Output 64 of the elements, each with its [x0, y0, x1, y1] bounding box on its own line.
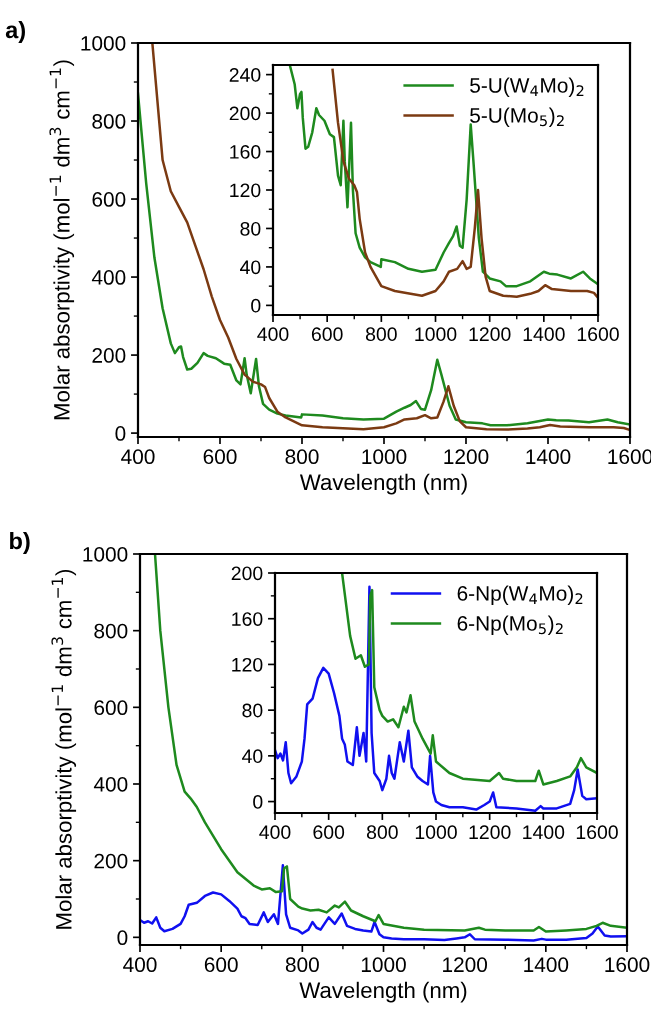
- y-tick-label: 0: [253, 795, 263, 809]
- line-series: [153, 554, 627, 933]
- x-tick-label: 1600: [577, 327, 619, 342]
- y-tick-label: 200: [229, 106, 261, 121]
- x-tick-label: 1400: [523, 327, 565, 342]
- y-tick-label: 600: [92, 192, 126, 207]
- legend-label: 5-U(Mo$_{5}$)$_{2}$: [470, 107, 564, 127]
- x-tick-label: 600: [203, 449, 237, 465]
- y-tick-label: 0: [251, 298, 261, 313]
- y-tick-label: 40: [240, 260, 261, 275]
- y-axis-title: Molar absorptivity (mol$^{−1}$ dm$^{3}$ cm$^{−1}$): [51, 569, 77, 929]
- y-tick-label: 80: [242, 703, 263, 718]
- x-tick-label: 1400: [524, 957, 569, 973]
- x-tick-label: 1200: [469, 825, 511, 840]
- x-tick-label: 1000: [415, 327, 457, 342]
- x-tick-label: 800: [285, 957, 319, 973]
- y-tick-label: 1000: [83, 547, 128, 562]
- line-series: [288, 65, 598, 288]
- y-tick-label: 600: [94, 700, 128, 716]
- legend-label: 5-U(W$_{4}$Mo)$_{2}$: [470, 77, 584, 97]
- x-tick-label: 1400: [526, 449, 571, 465]
- y-tick-label: 400: [93, 777, 128, 792]
- y-tick-label: 400: [91, 270, 126, 285]
- x-tick-label: 1600: [576, 825, 618, 840]
- y-axis-title: Molar absorptivity (mol$^{−1}$ dm$^{3}$ cm$^{−1}$): [49, 60, 75, 420]
- y-tick-label: 1000: [81, 36, 126, 51]
- x-tick-label: 800: [285, 449, 319, 465]
- x-tick-label: 800: [366, 825, 398, 840]
- x-axis-title: Wavelength (nm): [299, 981, 467, 1003]
- y-tick-label: 40: [242, 749, 263, 764]
- y-tick-label: 80: [240, 221, 261, 236]
- line-series: [340, 573, 597, 786]
- x-tick-label: 1000: [415, 825, 457, 840]
- y-tick-label: 120: [232, 657, 263, 672]
- y-tick-label: 200: [231, 566, 263, 581]
- x-tick-label: 1000: [361, 957, 406, 973]
- line-series: [140, 864, 627, 942]
- x-tick-label: 1200: [469, 327, 511, 342]
- y-tick-label: 800: [94, 623, 128, 639]
- line-series: [151, 43, 630, 432]
- legend-label: 6-Np(Mo$_{5}$)$_{2}$: [457, 615, 563, 635]
- legend-label: 6-Np(W$_{4}$Mo)$_{2}$: [457, 585, 583, 605]
- chart-title: b): [10, 531, 30, 554]
- x-tick-label: 1600: [605, 957, 650, 973]
- y-tick-label: 200: [94, 853, 128, 869]
- x-tick-label: 1400: [523, 825, 565, 840]
- y-tick-label: 160: [232, 612, 263, 626]
- y-tick-label: 0: [115, 426, 126, 441]
- y-tick-label: 0: [117, 930, 128, 946]
- x-tick-label: 1200: [443, 957, 488, 973]
- x-tick-label: 800: [365, 327, 397, 342]
- x-axis-title: Wavelength (nm): [299, 473, 467, 495]
- chart-title: a): [5, 20, 25, 43]
- y-tick-label: 800: [92, 114, 126, 129]
- x-tick-label: 1000: [362, 449, 407, 465]
- x-tick-label: 600: [204, 957, 238, 973]
- x-tick-label: 1200: [444, 449, 489, 465]
- y-tick-label: 240: [229, 68, 261, 82]
- line-series: [331, 68, 598, 299]
- x-tick-label: 600: [311, 327, 343, 342]
- y-tick-label: 160: [230, 145, 261, 159]
- x-tick-label: 600: [313, 825, 345, 840]
- y-tick-label: 200: [92, 348, 126, 363]
- y-tick-label: 120: [230, 183, 261, 198]
